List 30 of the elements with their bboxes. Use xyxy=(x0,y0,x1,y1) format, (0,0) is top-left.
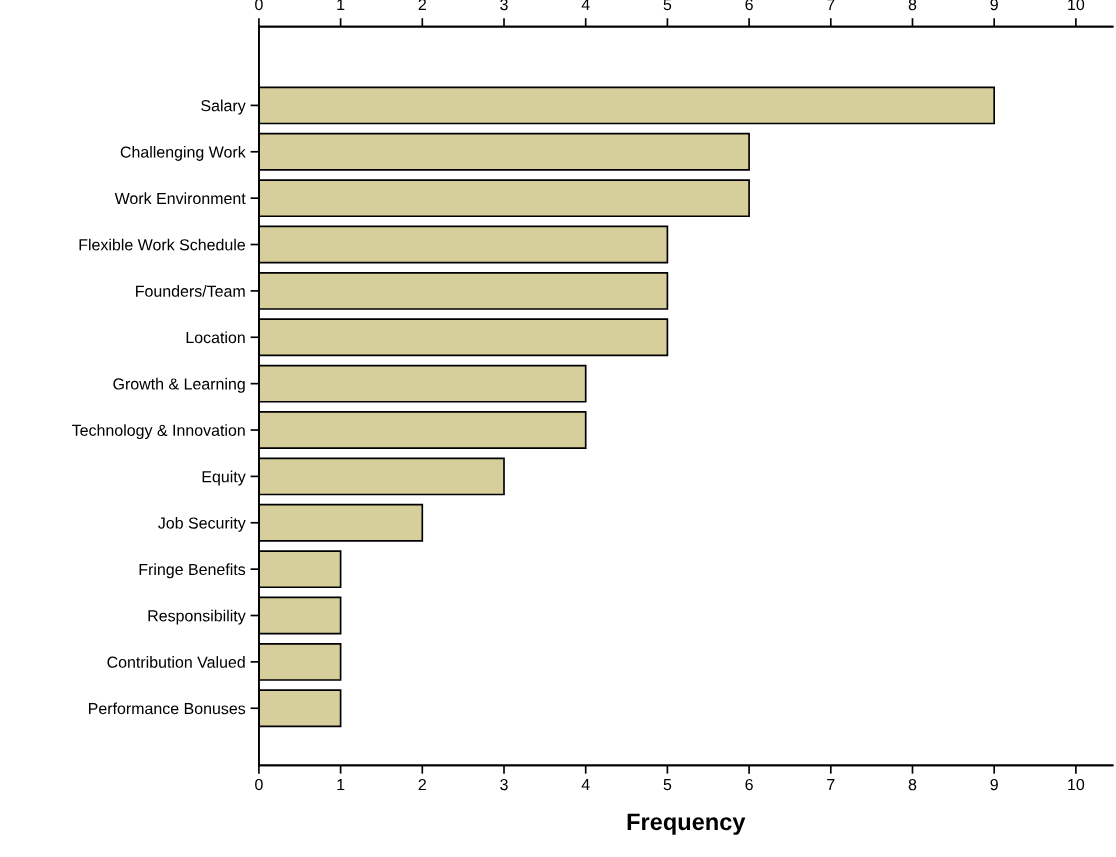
y-tick-label: Location xyxy=(186,331,245,344)
x-tick-label: 7 xyxy=(827,779,835,791)
x-tick-label: 8 xyxy=(908,778,917,791)
y-tick-label: Performance Bonuses xyxy=(89,702,246,715)
y-tick-label: Work Environment xyxy=(114,192,246,205)
x2-tick-label: 5 xyxy=(663,0,672,11)
y-tick-label: Responsibility xyxy=(148,609,246,625)
x-tick-label: 6 xyxy=(745,778,753,791)
y-tick-label: Contribution Valued xyxy=(107,656,245,668)
x-tick-label: 5 xyxy=(663,779,672,791)
x2-tick-label: 4 xyxy=(581,0,590,11)
y-tick-label: Salary xyxy=(201,99,246,115)
y-tick-label: Challenging Work xyxy=(120,145,246,161)
x-axis-title: Frequency xyxy=(627,813,746,835)
x-tick-label: 3 xyxy=(500,778,508,791)
x-tick-label: 1 xyxy=(337,779,345,791)
x-tick-label: 4 xyxy=(581,779,590,791)
y-tick-label: Equity xyxy=(202,470,246,486)
x-tick-label: 10 xyxy=(1068,778,1085,791)
y-tick-label: Technology & Innovation xyxy=(72,424,245,440)
x2-tick-label: 7 xyxy=(827,0,835,11)
y-tick-label: Founders/Team xyxy=(136,285,245,297)
y-tick-label: Job Security xyxy=(158,516,246,532)
x-tick-label: 9 xyxy=(990,778,998,791)
y-tick-label: Flexible Work Schedule xyxy=(79,238,246,251)
x-tick-label: 0 xyxy=(255,778,263,791)
y-tick-label: Fringe Benefits xyxy=(139,563,246,579)
x2-tick-label: 1 xyxy=(337,0,345,11)
x-tick-label: 2 xyxy=(418,778,426,791)
y-tick-label: Growth & Learning xyxy=(113,377,245,393)
